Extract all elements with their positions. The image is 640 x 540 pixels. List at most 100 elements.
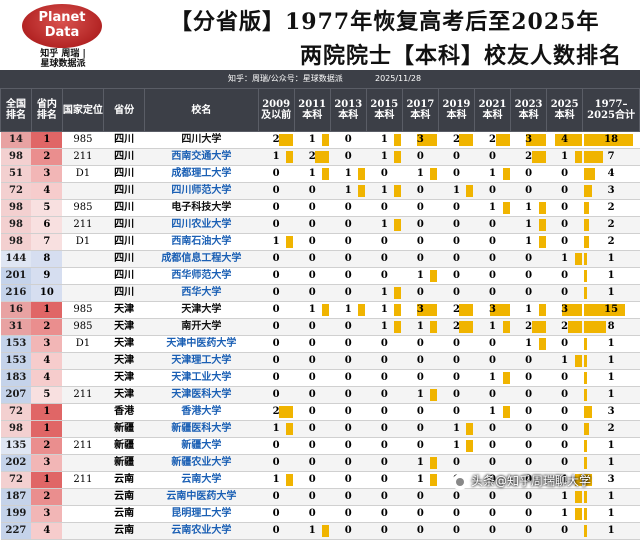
count-value: 0 (380, 355, 388, 366)
year-count-cell: 1 (402, 267, 439, 285)
national-rank-cell: 72 (0, 403, 32, 421)
year-count-cell: 0 (438, 522, 475, 540)
school-name-cell: 香港大学 (144, 403, 259, 421)
count-value: 0 (380, 253, 388, 264)
count-value: 2 (272, 406, 280, 417)
count-value: 0 (489, 253, 496, 264)
table-row: 207 5 211 天津 天津医科大学 0 0 0 0 1 0 0 0 0 1 (0, 386, 640, 404)
year-count-cell: 0 (438, 352, 475, 370)
year-count-cell: 1 (366, 284, 403, 302)
year-count-cell: 0 (330, 199, 367, 217)
national-rank-cell: 216 (0, 284, 32, 302)
year-count-cell: 1 (546, 352, 583, 370)
year-count-cell: 0 (510, 471, 547, 489)
count-value: 0 (344, 321, 352, 332)
count-value: 0 (308, 287, 316, 298)
year-count-cell: 0 (330, 148, 367, 166)
province-cell: 四川 (103, 267, 145, 285)
count-value: 0 (561, 185, 569, 196)
count-value: 0 (452, 236, 460, 247)
header-national-tier: 国家定位 (61, 88, 105, 132)
total-bar (583, 474, 592, 486)
total-bar (583, 423, 589, 435)
year-count-cell: 0 (294, 233, 331, 251)
year-count-cell: 0 (330, 216, 367, 234)
total-cell: 4 (582, 165, 640, 183)
year-count-cell: 0 (474, 284, 511, 302)
count-bar (322, 134, 330, 146)
year-count-cell: 1 (474, 369, 511, 387)
year-count-cell: 1 (258, 420, 295, 438)
count-value: 0 (525, 389, 533, 400)
count-value: 0 (308, 474, 316, 485)
province-rank-cell: 5 (31, 386, 63, 404)
year-count-cell: 1 (546, 471, 583, 489)
year-count-cell: 1 (546, 148, 583, 166)
count-bar (279, 134, 294, 146)
total-bar (583, 270, 587, 282)
count-value: 0 (344, 372, 352, 383)
year-count-cell: 1 (366, 131, 403, 149)
year-count-cell: 0 (546, 437, 583, 455)
province-rank-cell: 3 (31, 505, 63, 523)
count-value: 0 (525, 525, 533, 536)
school-name-cell: 西南石油大学 (144, 233, 259, 251)
total-value: 1 (607, 355, 615, 366)
count-value: 0 (416, 338, 424, 349)
year-count-cell: 0 (402, 403, 439, 421)
count-bar (430, 321, 438, 333)
year-count-cell: 0 (330, 505, 367, 523)
year-count-cell: 0 (546, 182, 583, 200)
school-name-cell: 新疆医科大学 (144, 420, 259, 438)
count-value: 1 (416, 270, 424, 281)
count-value: 1 (525, 219, 533, 230)
total-cell: 7 (582, 148, 640, 166)
total-cell: 1 (582, 454, 640, 472)
total-cell: 1 (582, 437, 640, 455)
year-count-cell: 0 (546, 199, 583, 217)
year-count-cell: 0 (438, 386, 475, 404)
count-value: 1 (380, 219, 388, 230)
school-name-cell: 天津工业大学 (144, 369, 259, 387)
header-year: 2021本科 (473, 88, 512, 132)
province-cell: 新疆 (103, 437, 145, 455)
province-rank-cell: 4 (31, 522, 63, 540)
count-value: 0 (272, 321, 280, 332)
year-count-cell: 0 (258, 454, 295, 472)
count-bar (502, 321, 510, 333)
year-count-cell: 0 (294, 403, 331, 421)
total-bar (583, 185, 592, 197)
count-value: 0 (452, 287, 460, 298)
header-school: 校名 (144, 88, 259, 132)
year-count-cell: 0 (294, 182, 331, 200)
table-row: 199 3 云南 昆明理工大学 0 0 0 0 0 0 0 0 1 1 (0, 505, 640, 523)
count-value: 1 (380, 304, 388, 315)
count-value: 1 (380, 185, 388, 196)
national-rank-cell: 207 (0, 386, 32, 404)
year-count-cell: 0 (474, 233, 511, 251)
count-bar (358, 168, 366, 180)
year-count-cell: 0 (438, 250, 475, 268)
count-value: 0 (561, 372, 569, 383)
count-value: 0 (416, 253, 424, 264)
count-value: 0 (561, 406, 569, 417)
year-count-cell: 1 (438, 182, 475, 200)
count-value: 1 (380, 134, 388, 145)
year-count-cell: 0 (366, 352, 403, 370)
total-bar (583, 151, 603, 163)
count-value: 0 (525, 440, 533, 451)
table-row: 98 1 新疆 新疆医科大学 1 0 0 0 0 1 0 0 0 2 (0, 420, 640, 438)
count-value: 0 (272, 219, 280, 230)
national-tier-cell: 211 (62, 216, 104, 234)
table-row: 153 3 D1 天津 天津中医药大学 0 0 0 0 0 0 0 1 0 1 (0, 335, 640, 353)
national-tier-cell (62, 284, 104, 302)
school-name-cell: 四川大学 (144, 131, 259, 149)
year-count-cell: 1 (510, 233, 547, 251)
count-value: 0 (561, 219, 569, 230)
count-value: 0 (525, 355, 533, 366)
count-bar (322, 168, 330, 180)
count-value: 1 (489, 372, 496, 383)
count-value: 1 (561, 253, 569, 264)
count-value: 1 (452, 440, 460, 451)
count-value: 0 (416, 219, 424, 230)
